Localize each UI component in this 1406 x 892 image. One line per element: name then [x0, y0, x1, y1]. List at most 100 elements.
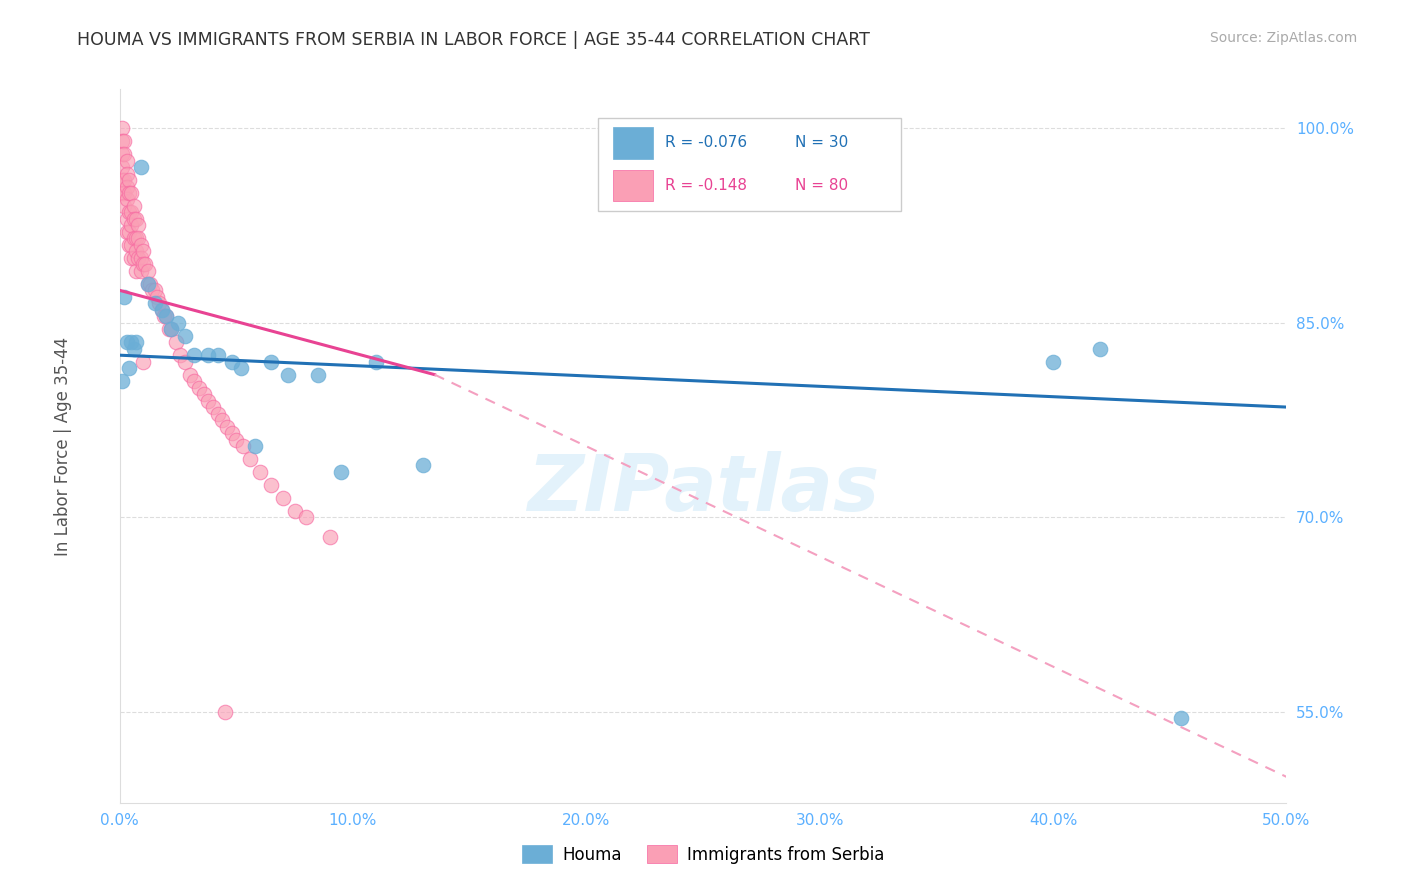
Point: [239, 452, 262, 467]
Point: [118, 361, 141, 376]
Legend: Houma, Immigrants from Serbia: Houma, Immigrants from Serbia: [516, 838, 890, 871]
Point: [122, 342, 145, 356]
Point: [173, 354, 195, 368]
Point: [225, 433, 247, 447]
Point: [115, 335, 138, 350]
Point: [318, 530, 340, 544]
Point: [122, 231, 145, 245]
Point: [169, 348, 191, 362]
Point: [111, 160, 134, 174]
Point: [115, 211, 138, 226]
Point: [183, 374, 205, 388]
Point: [120, 238, 142, 252]
Point: [125, 244, 148, 259]
Point: [150, 302, 173, 317]
Point: [127, 251, 149, 265]
Point: [157, 322, 180, 336]
Point: [295, 510, 318, 524]
Point: [115, 179, 138, 194]
Point: [160, 322, 183, 336]
Point: [132, 354, 155, 368]
Point: [215, 419, 238, 434]
Point: [187, 381, 209, 395]
Point: [111, 147, 134, 161]
Point: [122, 251, 145, 265]
Point: [260, 478, 283, 492]
Point: [165, 335, 187, 350]
Point: [129, 264, 152, 278]
Point: [112, 186, 135, 200]
Point: [115, 225, 138, 239]
Point: [141, 283, 163, 297]
Point: [115, 153, 138, 168]
Text: Source: ZipAtlas.com: Source: ZipAtlas.com: [1209, 31, 1357, 45]
Point: [197, 348, 219, 362]
Point: [118, 173, 141, 187]
Point: [125, 231, 148, 245]
Point: [155, 310, 177, 324]
Point: [173, 328, 195, 343]
Point: [284, 504, 307, 518]
Point: [150, 302, 173, 317]
Point: [307, 368, 329, 382]
Point: [125, 335, 148, 350]
Point: [120, 186, 142, 200]
Point: [197, 393, 219, 408]
Point: [229, 361, 252, 376]
Point: [134, 257, 156, 271]
Point: [1042, 354, 1064, 368]
Point: [120, 219, 142, 233]
Point: [120, 251, 142, 265]
Point: [111, 134, 134, 148]
Point: [125, 211, 148, 226]
Point: [179, 368, 201, 382]
Point: [125, 264, 148, 278]
Point: [112, 134, 135, 148]
Point: [122, 199, 145, 213]
Point: [132, 257, 155, 271]
Point: [118, 205, 141, 219]
Point: [111, 121, 134, 136]
Point: [127, 219, 149, 233]
Text: In Labor Force | Age 35-44: In Labor Force | Age 35-44: [55, 336, 72, 556]
Point: [120, 205, 142, 219]
Point: [211, 413, 233, 427]
Point: [412, 458, 434, 473]
Point: [249, 465, 271, 479]
Point: [366, 354, 388, 368]
Point: [120, 335, 142, 350]
Point: [118, 186, 141, 200]
Point: [143, 283, 166, 297]
Point: [111, 186, 134, 200]
Point: [271, 491, 294, 505]
Point: [146, 290, 169, 304]
Point: [221, 354, 243, 368]
Point: [122, 211, 145, 226]
Point: [115, 167, 138, 181]
Point: [118, 238, 141, 252]
Point: [136, 277, 159, 291]
Point: [1088, 342, 1111, 356]
Text: ZIPatlas: ZIPatlas: [527, 450, 879, 527]
Text: HOUMA VS IMMIGRANTS FROM SERBIA IN LABOR FORCE | AGE 35-44 CORRELATION CHART: HOUMA VS IMMIGRANTS FROM SERBIA IN LABOR…: [77, 31, 870, 49]
Point: [193, 387, 215, 401]
Point: [143, 296, 166, 310]
Point: [160, 322, 183, 336]
Point: [112, 173, 135, 187]
Point: [127, 231, 149, 245]
Point: [1170, 711, 1192, 725]
Point: [207, 348, 229, 362]
Point: [112, 147, 135, 161]
Point: [115, 193, 138, 207]
Point: [155, 310, 177, 324]
Point: [214, 705, 236, 719]
Point: [139, 277, 162, 291]
Point: [111, 173, 134, 187]
Point: [201, 400, 224, 414]
Point: [111, 374, 134, 388]
Point: [330, 465, 353, 479]
Point: [277, 368, 299, 382]
Point: [153, 310, 176, 324]
Point: [112, 199, 135, 213]
Point: [136, 264, 159, 278]
